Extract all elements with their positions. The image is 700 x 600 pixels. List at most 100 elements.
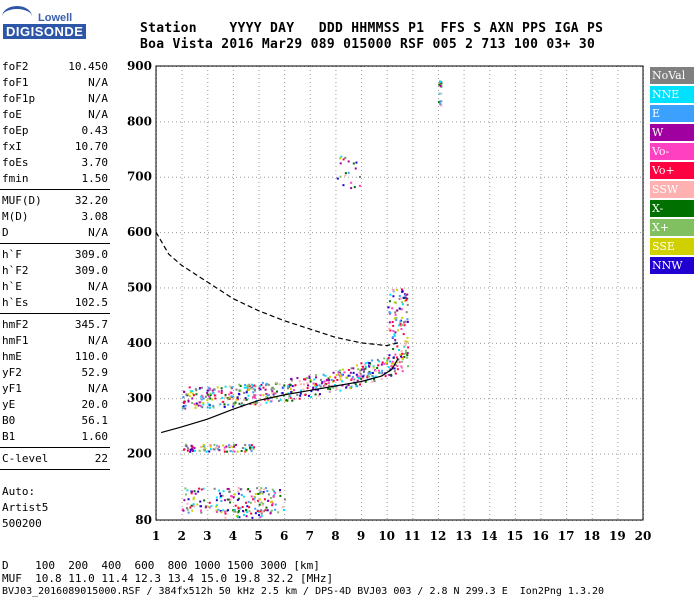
grid-dot-y xyxy=(456,398,457,400)
grid-dot-x xyxy=(207,238,209,239)
grid-dot-x xyxy=(207,226,209,227)
echo-point xyxy=(315,384,318,387)
grid-dot-x xyxy=(566,426,568,427)
grid-dot-x xyxy=(540,262,542,263)
grid-dot-x xyxy=(335,366,337,367)
grid-dot-x xyxy=(412,218,414,219)
grid-dot-x xyxy=(284,298,286,299)
grid-dot-x xyxy=(437,518,439,519)
echo-point xyxy=(201,386,204,389)
grid-dot-y xyxy=(464,232,465,234)
grid-dot-x xyxy=(463,514,465,515)
grid-dot-y xyxy=(320,287,321,289)
grid-dot-x xyxy=(463,226,465,227)
grid-dot-x xyxy=(309,254,311,255)
grid-dot-x xyxy=(232,290,234,291)
grid-dot-x xyxy=(412,90,414,91)
grid-dot-x xyxy=(386,394,388,395)
grid-dot-y xyxy=(372,342,373,344)
grid-dot-x xyxy=(361,218,363,219)
echo-point xyxy=(368,365,371,368)
grid-dot-x xyxy=(412,342,414,343)
param-row: hmE 110.0 xyxy=(2,349,108,365)
grid-dot-y xyxy=(472,232,473,234)
grid-dot-y xyxy=(560,232,561,234)
grid-dot-y xyxy=(516,287,517,289)
grid-dot-x xyxy=(284,466,286,467)
echo-point xyxy=(400,324,403,327)
grid-dot-x xyxy=(489,458,491,459)
grid-dot-x xyxy=(309,126,311,127)
grid-dot-x xyxy=(258,342,260,343)
grid-dot-x xyxy=(335,238,337,239)
grid-dot-x xyxy=(232,434,234,435)
echo-point xyxy=(259,388,262,391)
echo-point xyxy=(381,369,384,372)
grid-dot-y xyxy=(304,121,305,123)
grid-dot-y xyxy=(552,453,553,455)
echo-point xyxy=(351,375,354,378)
grid-dot-y xyxy=(392,398,393,400)
grid-dot-x xyxy=(463,202,465,203)
grid-dot-x xyxy=(566,210,568,211)
grid-dot-y xyxy=(412,453,413,455)
echo-point xyxy=(236,498,239,501)
grid-dot-x xyxy=(386,238,388,239)
grid-dot-x xyxy=(181,146,183,147)
grid-dot-x xyxy=(463,230,465,231)
echo-point xyxy=(215,509,218,512)
grid-dot-x xyxy=(284,230,286,231)
grid-dot-x xyxy=(437,474,439,475)
grid-dot-x xyxy=(591,414,593,415)
grid-dot-x xyxy=(232,98,234,99)
grid-dot-x xyxy=(617,146,619,147)
grid-dot-x xyxy=(361,70,363,71)
grid-dot-x xyxy=(232,246,234,247)
echo-point xyxy=(339,378,342,381)
grid-dot-x xyxy=(335,334,337,335)
grid-dot-x xyxy=(361,190,363,191)
grid-dot-y xyxy=(372,176,373,178)
grid-dot-x xyxy=(361,494,363,495)
grid-dot-x xyxy=(412,86,414,87)
echo-point xyxy=(245,386,248,389)
grid-dot-x xyxy=(284,178,286,179)
echo-point xyxy=(308,376,311,379)
grid-dot-y xyxy=(520,453,521,455)
grid-dot-y xyxy=(344,232,345,234)
echo-point xyxy=(396,368,399,371)
grid-dot-y xyxy=(432,232,433,234)
grid-dot-x xyxy=(232,466,234,467)
echo-point xyxy=(339,369,342,372)
legend-item-vo: Vo+ xyxy=(650,162,694,179)
grid-dot-x xyxy=(207,150,209,151)
grid-dot-x xyxy=(232,426,234,427)
grid-dot-x xyxy=(181,166,183,167)
grid-dot-x xyxy=(335,258,337,259)
echo-point xyxy=(393,334,396,337)
echo-point xyxy=(199,505,202,508)
grid-dot-y xyxy=(192,453,193,455)
grid-dot-y xyxy=(492,342,493,344)
echo-point xyxy=(200,505,203,508)
grid-dot-y xyxy=(476,453,477,455)
grid-dot-x xyxy=(258,518,260,519)
grid-dot-x xyxy=(566,242,568,243)
grid-dot-y xyxy=(204,287,205,289)
grid-dot-x xyxy=(514,454,516,455)
grid-dot-x xyxy=(232,378,234,379)
grid-dot-x xyxy=(489,130,491,131)
echo-point xyxy=(197,404,200,407)
grid-dot-x xyxy=(463,198,465,199)
echo-point xyxy=(223,499,226,502)
grid-dot-x xyxy=(284,514,286,515)
grid-dot-y xyxy=(536,342,537,344)
grid-dot-x xyxy=(591,406,593,407)
grid-dot-x xyxy=(412,422,414,423)
grid-dot-x xyxy=(540,242,542,243)
grid-dot-x xyxy=(412,350,414,351)
grid-dot-y xyxy=(376,121,377,123)
grid-dot-y xyxy=(440,453,441,455)
echo-point xyxy=(406,354,409,357)
